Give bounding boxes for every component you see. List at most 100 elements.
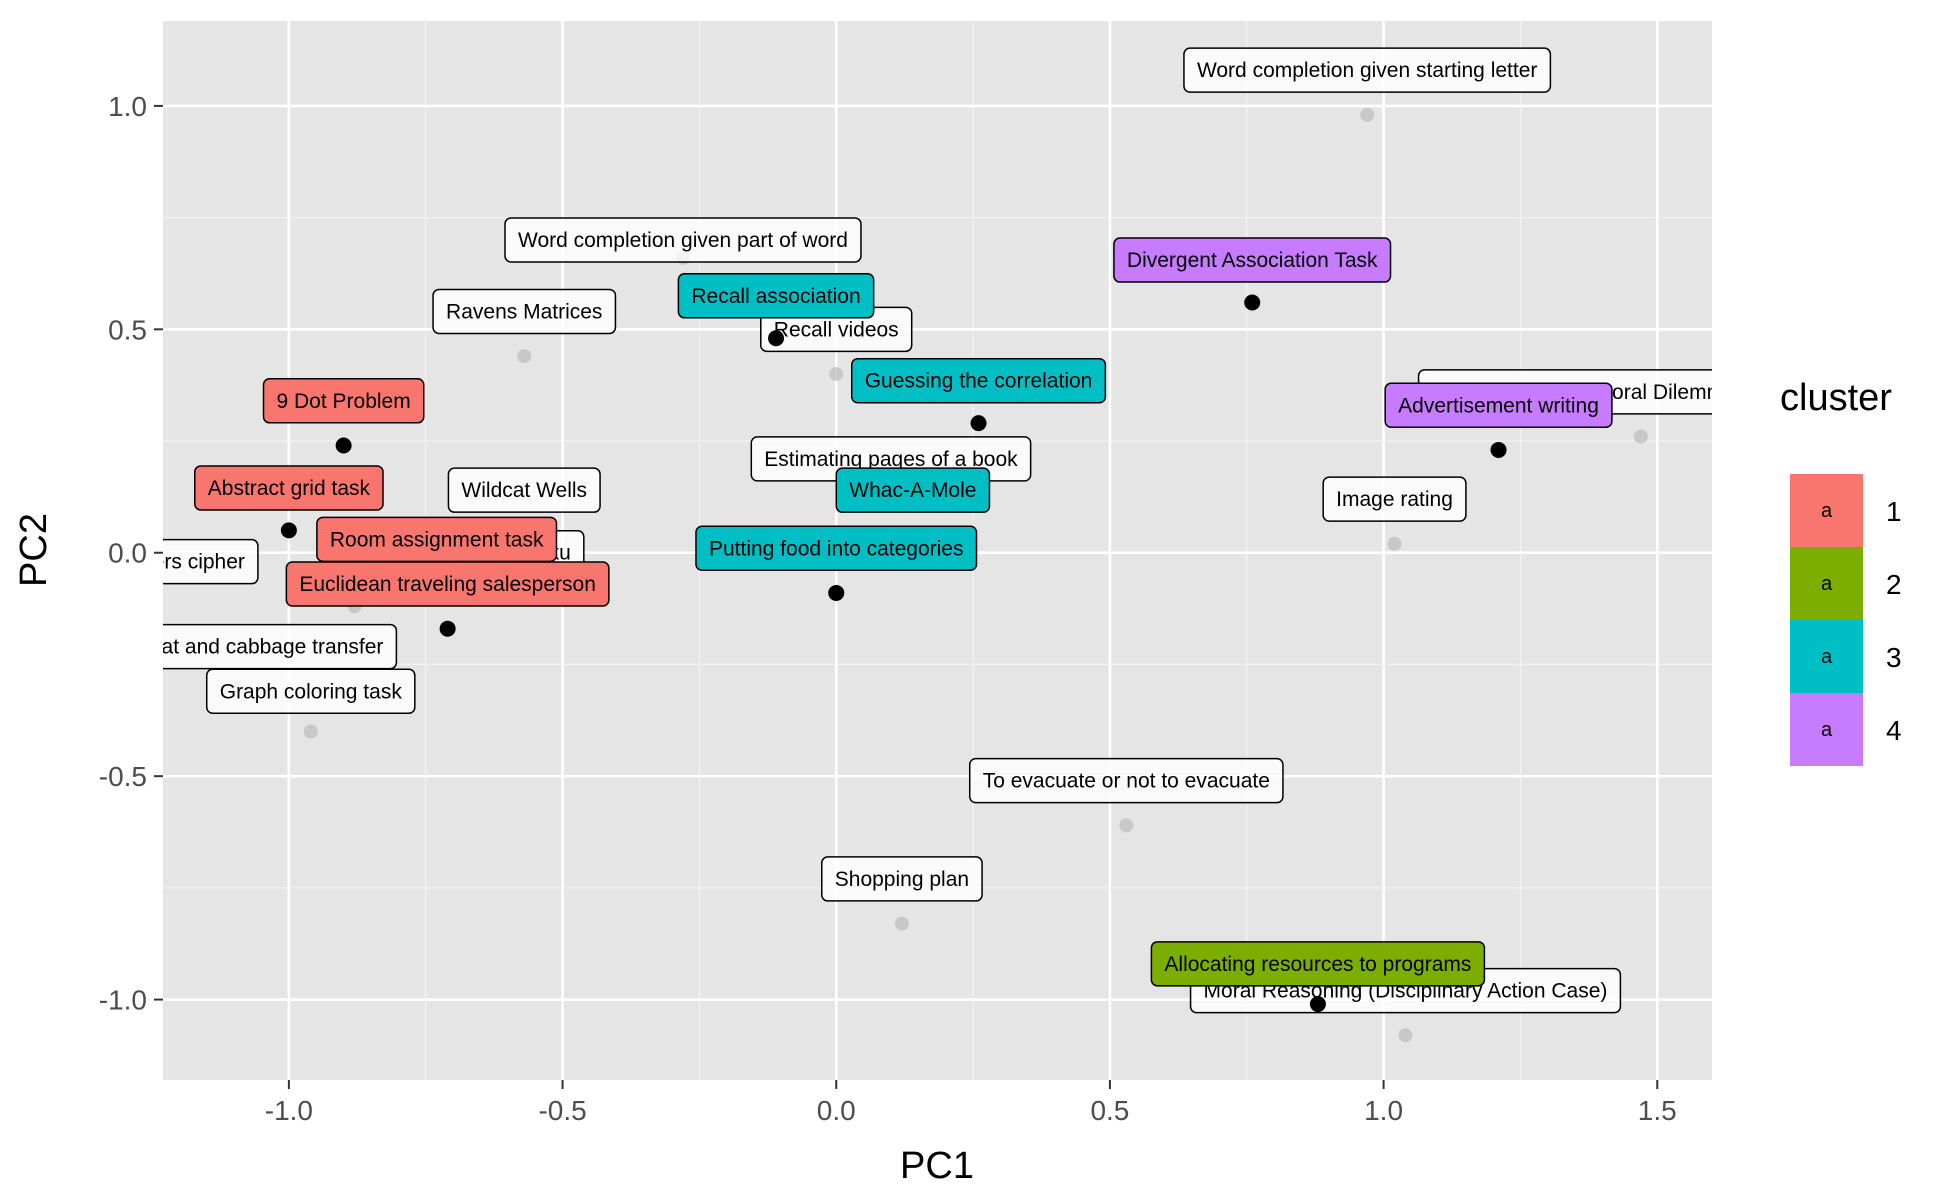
task-label-text: Letters-to-numbers cipher <box>4 551 244 574</box>
task-point <box>1360 107 1375 122</box>
cluster-label: Recall association <box>677 273 875 319</box>
task-label-box <box>432 288 617 335</box>
y-tick-label: -1.0 <box>99 985 147 1016</box>
y-tick-label: 0.0 <box>108 538 147 569</box>
cluster-label-box <box>1150 941 1486 987</box>
centroid-point <box>1490 441 1507 458</box>
cluster-label-text: Putting food into categories <box>709 537 964 560</box>
x-tick-label: 0.5 <box>1090 1095 1129 1126</box>
legend-key-glyph: a <box>1821 646 1833 668</box>
task-point <box>517 349 532 364</box>
cluster-label-text: Guessing the correlation <box>865 370 1093 393</box>
task-label-text: Shopping plan <box>835 868 969 891</box>
task-label-box <box>1183 47 1552 93</box>
cluster-label: Putting food into categories <box>695 525 978 572</box>
cluster-label-box <box>695 525 978 572</box>
x-tick-label: 0.0 <box>817 1095 856 1126</box>
task-label-text: Graph coloring task <box>220 680 403 703</box>
x-axis-title: PC1 <box>900 1145 974 1187</box>
legend-key <box>1790 474 1863 547</box>
cluster-label-text: Allocating resources to programs <box>1164 953 1471 976</box>
cluster-centroids <box>280 294 1507 1013</box>
y-axis-title: PC2 <box>13 513 55 587</box>
centroid-point <box>335 437 352 454</box>
cluster-label-box <box>677 273 875 319</box>
task-label-text: Image rating <box>1336 488 1453 511</box>
centroid-point <box>1244 294 1261 311</box>
task-label-box <box>504 217 862 263</box>
task-label-box <box>163 538 259 585</box>
task-point <box>1398 1028 1413 1043</box>
cluster-label-text: Advertisement writing <box>1398 394 1599 417</box>
task-label: Word completion given part of word <box>504 217 862 263</box>
task-label-text: Recall videos <box>774 318 899 341</box>
task-label-text: Word completion given starting letter <box>1197 59 1537 82</box>
centroid-point <box>828 584 845 601</box>
x-tick-label: -1.0 <box>265 1095 313 1126</box>
task-label: To evacuate or not to evacuate <box>968 757 1284 804</box>
y-tick-label: 1.0 <box>108 91 147 122</box>
cluster-label-text: Divergent Association Task <box>1127 249 1378 272</box>
x-tick-label: 1.0 <box>1364 1095 1403 1126</box>
x-axis: -1.0 -0.5 0.0 0.5 1.0 1.5 <box>265 1080 1677 1126</box>
task-label-box <box>968 757 1284 804</box>
cluster-label-box <box>194 465 384 511</box>
task-point <box>829 367 844 381</box>
legend-key <box>1790 620 1863 693</box>
cluster-label-box <box>835 467 991 513</box>
legend-label: 1 <box>1886 496 1902 527</box>
cluster-label-text: Abstract grid task <box>208 477 371 500</box>
cluster-label: 9 Dot Problem <box>262 378 425 424</box>
task-label: Letters-to-numbers cipher <box>4 538 259 585</box>
task-label: Ravens Matrices <box>432 288 617 335</box>
cluster-label: Allocating resources to programs <box>1150 941 1486 987</box>
cluster-label: Abstract grid task <box>194 465 384 511</box>
cluster-label-box <box>262 378 425 424</box>
centroid-point <box>439 620 456 637</box>
task-label: Image rating <box>1322 476 1467 522</box>
cluster-label-text: Room assignment task <box>330 528 544 551</box>
task-label: Shopping plan <box>821 856 983 902</box>
y-tick-label: 0.5 <box>108 314 147 345</box>
cluster-label-box <box>1384 382 1613 429</box>
legend-key-glyph: a <box>1821 573 1833 595</box>
task-label-box <box>205 668 416 715</box>
x-tick-label: 1.5 <box>1638 1095 1677 1126</box>
task-point <box>1119 818 1134 833</box>
task-label-text: Wildcat Wells <box>461 479 587 502</box>
cluster-label: Advertisement writing <box>1384 382 1613 429</box>
cluster-label-text: Euclidean traveling salesperson <box>299 573 596 596</box>
task-label: Graph coloring task <box>205 668 416 715</box>
task-label-box <box>821 856 983 902</box>
task-point <box>1387 536 1402 551</box>
legend-key <box>1790 693 1863 766</box>
cluster-label: Euclidean traveling salesperson <box>285 561 610 607</box>
cluster-label-text: 9 Dot Problem <box>277 390 411 413</box>
task-point <box>1633 429 1648 444</box>
cluster-label-text: Whac-A-Mole <box>849 479 976 502</box>
task-label-text: Ravens Matrices <box>446 300 602 323</box>
task-label-text: Word completion given part of word <box>518 229 848 252</box>
y-tick-label: -0.5 <box>99 761 147 792</box>
cluster-label-text: Recall association <box>691 285 860 308</box>
task-label-text: To evacuate or not to evacuate <box>983 770 1270 793</box>
centroid-point <box>1309 996 1326 1013</box>
task-label-box <box>1322 476 1467 522</box>
task-label: Wildcat Wells <box>447 467 601 513</box>
legend-label: 4 <box>1886 715 1902 746</box>
legend-key-glyph: a <box>1821 719 1833 741</box>
legend-key-glyph: a <box>1821 500 1833 522</box>
task-label-text: Wolf, goat and cabbage transfer <box>85 636 383 659</box>
cluster-label-box <box>1113 237 1392 283</box>
cluster-labels: 9 Dot Problem Abstract grid task Room assi… <box>194 237 1613 987</box>
cluster-label: Room assignment task <box>316 516 558 563</box>
centroid-point <box>280 522 297 539</box>
legend-key <box>1790 547 1863 620</box>
legend-label: 2 <box>1886 569 1902 600</box>
legend-title: cluster <box>1780 377 1892 419</box>
task-label-text: Estimating pages of a book <box>764 448 1018 471</box>
x-tick-label: -0.5 <box>538 1095 586 1126</box>
y-axis: -1.0 -0.5 0.0 0.5 1.0 <box>99 91 163 1016</box>
cluster-label-box <box>285 561 610 607</box>
